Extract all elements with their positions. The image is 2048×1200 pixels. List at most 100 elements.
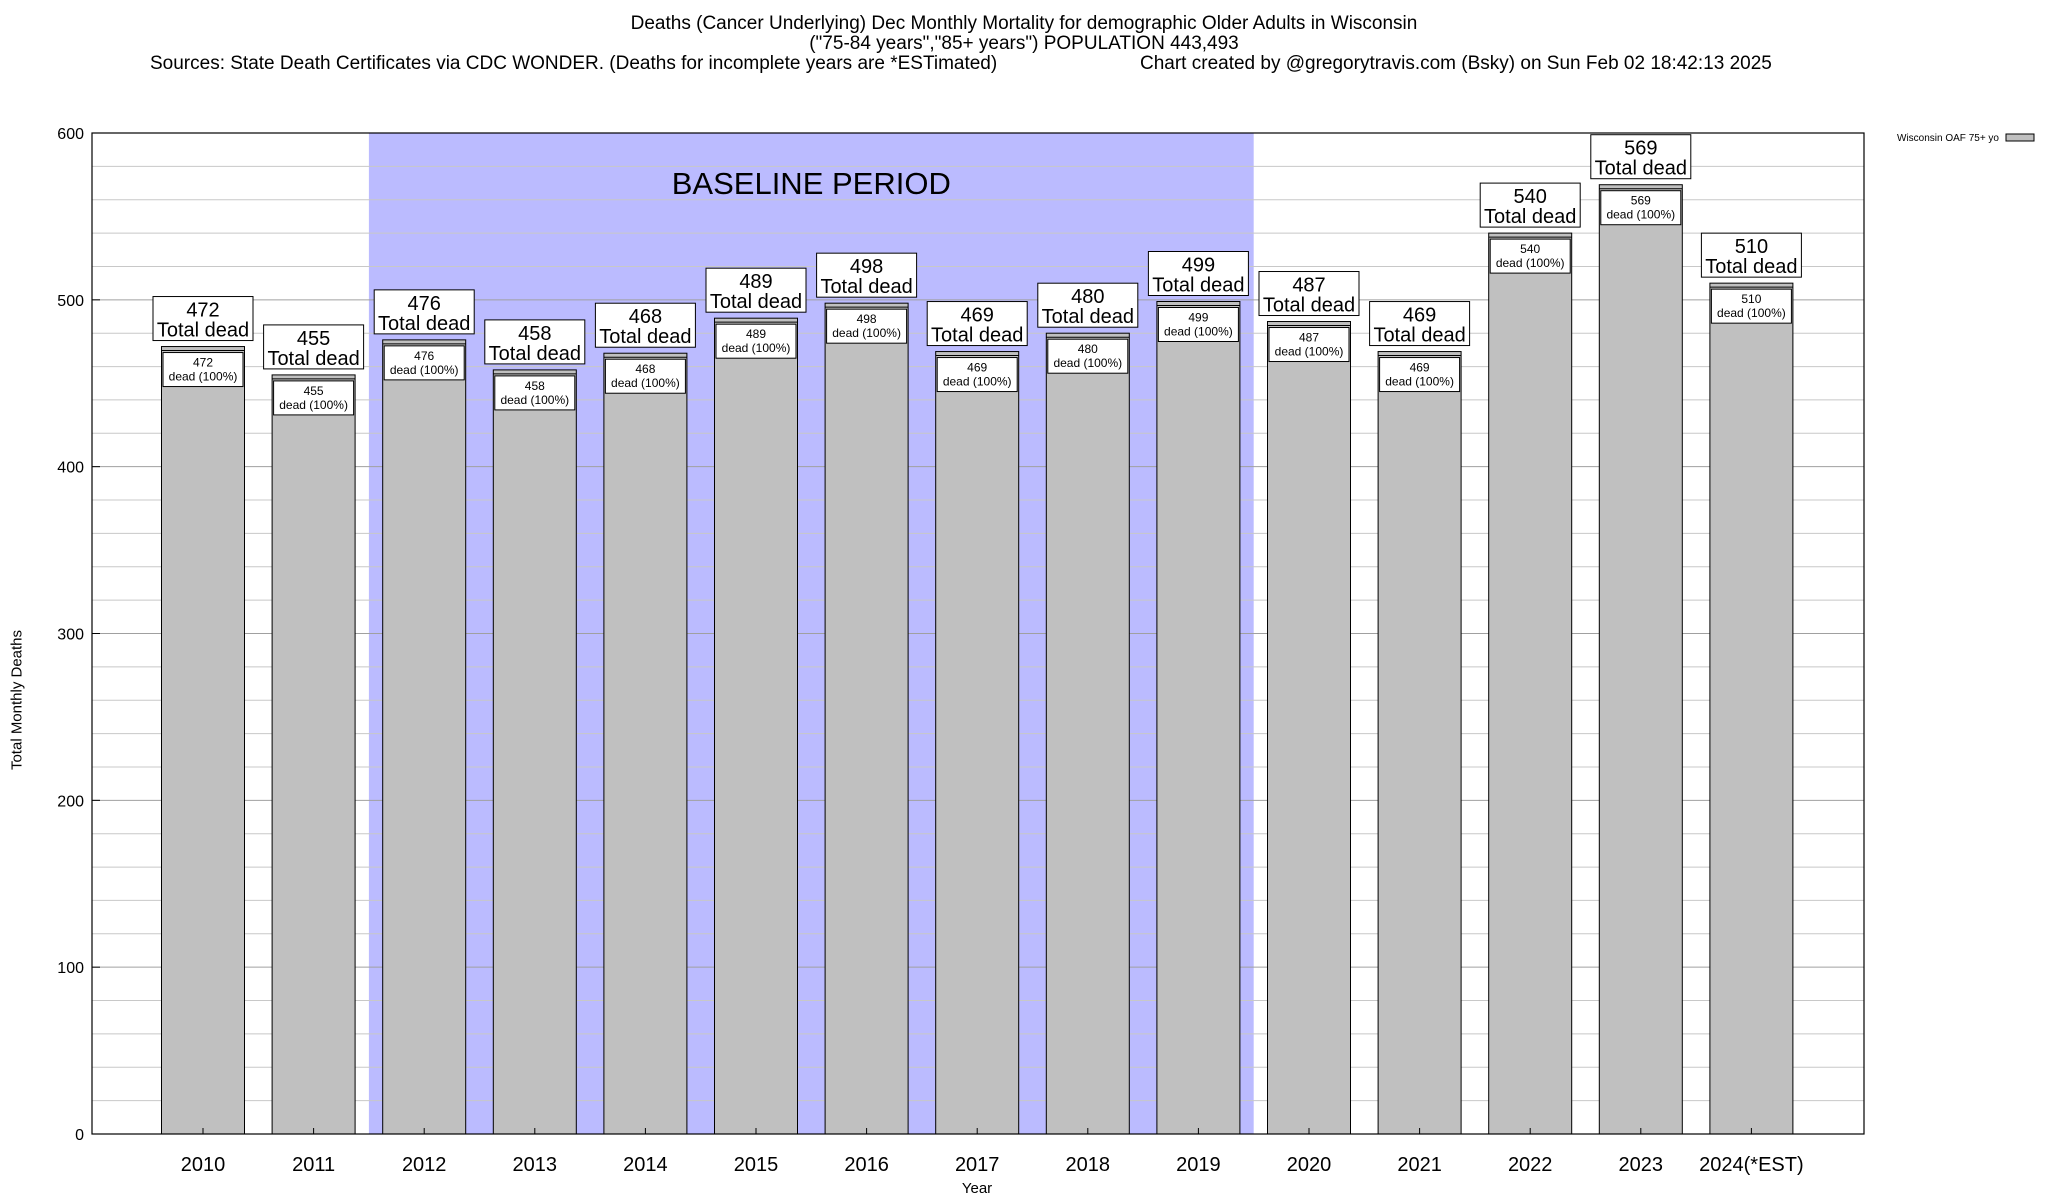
total-label-box	[594, 302, 696, 348]
inner-percent-label: dead (100%)	[1164, 325, 1233, 339]
total-value-label: 499	[1182, 255, 1215, 277]
total-value-label: 468	[629, 306, 662, 328]
total-value-label: 540	[1514, 186, 1547, 208]
inner-label-box	[1489, 238, 1571, 274]
total-dead-label: Total dead	[1042, 306, 1134, 328]
total-label-box	[926, 301, 1028, 347]
y-axis-label: Total Monthly Deaths	[8, 629, 26, 771]
total-value-label: 469	[1403, 305, 1436, 327]
inner-percent-label: dead (100%)	[1053, 356, 1122, 370]
total-label-box	[1258, 271, 1360, 317]
total-value-label: 476	[408, 293, 441, 315]
x-tick-label: 2022	[1508, 1154, 1553, 1176]
total-dead-label: Total dead	[1595, 158, 1687, 180]
total-dead-label: Total dead	[267, 348, 359, 370]
bar	[1267, 321, 1351, 1135]
x-tick-label: 2020	[1287, 1154, 1332, 1176]
inner-value-label: 480	[1078, 342, 1098, 356]
y-tick-label: 500	[57, 293, 84, 310]
inner-label-box	[715, 323, 797, 359]
inner-label-box	[494, 375, 576, 411]
x-tick-label: 2011	[292, 1154, 335, 1176]
inner-percent-label: dead (100%)	[169, 370, 238, 384]
bar	[824, 302, 909, 1135]
bar	[1598, 184, 1683, 1135]
total-label-box	[1590, 134, 1692, 180]
inner-value-label: 469	[967, 361, 987, 375]
total-dead-label: Total dead	[599, 326, 691, 348]
inner-percent-label: dead (100%)	[1496, 256, 1565, 270]
total-label-box	[263, 324, 365, 370]
legend-swatch	[2005, 133, 2035, 142]
total-label-box	[484, 319, 586, 365]
inner-label-box	[1157, 307, 1239, 343]
bar	[714, 317, 798, 1135]
legend-label: Wisconsin OAF 75+ yo	[1897, 133, 1999, 144]
total-dead-label: Total dead	[931, 325, 1023, 347]
inner-label-box	[162, 352, 244, 388]
x-tick-label: 2023	[1619, 1154, 1664, 1176]
y-tick-label: 200	[57, 793, 84, 810]
bar	[1045, 332, 1130, 1135]
bar	[1488, 232, 1573, 1135]
x-tick-label: 2018	[1066, 1154, 1111, 1176]
total-dead-label: Total dead	[1263, 295, 1355, 317]
total-dead-label: Total dead	[820, 276, 912, 298]
total-value-label: 489	[739, 271, 772, 293]
inner-percent-label: dead (100%)	[832, 326, 901, 340]
inner-percent-label: dead (100%)	[943, 375, 1012, 389]
x-tick-label: 2012	[402, 1154, 447, 1176]
x-tick-label: 2010	[181, 1154, 226, 1176]
inner-value-label: 540	[1520, 242, 1540, 256]
inner-value-label: 458	[525, 379, 545, 393]
inner-value-label: 472	[193, 356, 213, 370]
chart-title: Deaths (Cancer Underlying) Dec Monthly M…	[630, 13, 1418, 34]
inner-value-label: 487	[1299, 331, 1319, 345]
total-dead-label: Total dead	[1484, 206, 1576, 228]
total-label-box	[816, 252, 918, 298]
inner-percent-label: dead (100%)	[611, 376, 680, 390]
total-value-label: 480	[1071, 286, 1104, 308]
total-label-box	[1147, 251, 1249, 297]
inner-label-box	[826, 308, 908, 344]
total-value-label: 455	[297, 328, 330, 350]
bar	[1377, 351, 1462, 1135]
inner-value-label: 499	[1188, 311, 1208, 325]
total-dead-label: Total dead	[1705, 256, 1797, 278]
total-label-box	[1479, 182, 1581, 228]
x-tick-label: 2013	[513, 1154, 558, 1176]
bar	[603, 352, 688, 1135]
total-dead-label: Total dead	[157, 320, 249, 342]
total-value-label: 569	[1624, 138, 1657, 160]
total-label-box	[373, 289, 475, 335]
inner-percent-label: dead (100%)	[390, 363, 459, 377]
inner-percent-label: dead (100%)	[1385, 375, 1454, 389]
inner-label-box	[1710, 288, 1792, 324]
inner-label-box	[1600, 190, 1682, 226]
y-tick-label: 100	[57, 960, 84, 977]
y-tick-label: 600	[57, 126, 84, 143]
bar	[382, 339, 467, 1135]
y-tick-label: 0	[75, 1127, 84, 1144]
chart-title-block: Deaths (Cancer Underlying) Dec Monthly M…	[0, 14, 2048, 54]
inner-value-label: 510	[1741, 292, 1761, 306]
inner-label-box	[936, 357, 1018, 393]
total-dead-label: Total dead	[1373, 325, 1465, 347]
total-label-box	[705, 267, 807, 313]
inner-value-label: 469	[1410, 361, 1430, 375]
inner-label-box	[1379, 357, 1461, 393]
total-dead-label: Total dead	[489, 343, 581, 365]
total-label-box	[1700, 232, 1802, 278]
total-label-box	[1037, 282, 1139, 328]
inner-value-label: 455	[304, 384, 324, 398]
x-tick-label: 2015	[734, 1154, 779, 1176]
x-tick-label: 2019	[1176, 1154, 1221, 1176]
bar	[1709, 282, 1794, 1135]
x-tick-label: 2024(*EST)	[1699, 1154, 1804, 1176]
chart-credit: Chart created by @gregorytravis.com (Bsk…	[1140, 53, 1772, 74]
x-axis-label: Year	[961, 1180, 993, 1197]
baseline-period-label: BASELINE PERIOD	[672, 166, 951, 201]
x-tick-label: 2017	[955, 1154, 1000, 1176]
inner-label-box	[383, 345, 465, 381]
